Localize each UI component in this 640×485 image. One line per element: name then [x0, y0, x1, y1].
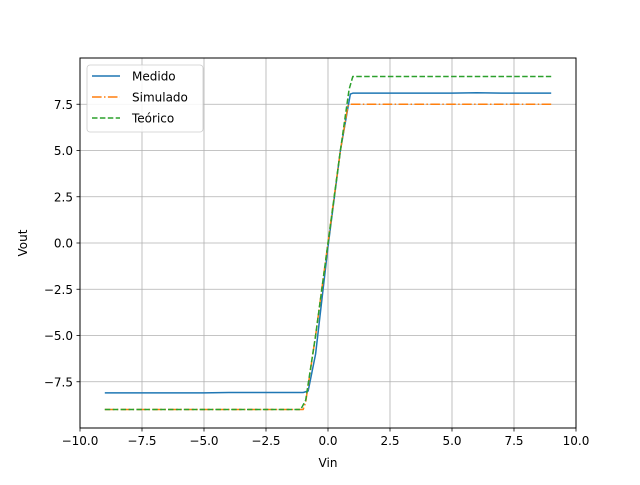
- x-tick-label: 5.0: [442, 434, 461, 448]
- legend-label: Simulado: [132, 91, 188, 105]
- y-tick-label: 7.5: [54, 98, 73, 112]
- legend-label: Medido: [132, 70, 176, 84]
- series-lines: [104, 75, 552, 411]
- y-axis-label: Vout: [16, 229, 30, 256]
- y-tick-label: −7.5: [44, 375, 73, 389]
- x-tick-label: −10.0: [62, 434, 99, 448]
- x-tick-label: 7.5: [504, 434, 523, 448]
- x-tick-label: 0.0: [318, 434, 337, 448]
- series-line-3: [104, 75, 552, 411]
- series-line-1: [104, 92, 552, 394]
- ticks: −10.0 −7.5 −5.0 −2.5 0.0 2.5 5.0 7.5 10.0 −7.5 −5.…: [44, 98, 590, 448]
- y-tick-label: 2.5: [54, 190, 73, 204]
- y-tick-label: 5.0: [54, 144, 73, 158]
- x-tick-label: 2.5: [380, 434, 399, 448]
- y-tick-label: −5.0: [44, 329, 73, 343]
- x-axis-label: Vin: [319, 456, 338, 470]
- legend-box: [86, 64, 204, 133]
- y-tick-label: 0.0: [54, 237, 73, 251]
- y-tick-label: −2.5: [44, 283, 73, 297]
- x-tick-label: −2.5: [251, 434, 280, 448]
- legend: Medido Simulado Teórico: [86, 64, 204, 133]
- x-tick-label: −7.5: [127, 434, 156, 448]
- grid: [79, 58, 577, 428]
- x-tick-label: −5.0: [189, 434, 218, 448]
- legend-label: Teórico: [131, 112, 174, 126]
- x-tick-label: 10.0: [563, 434, 590, 448]
